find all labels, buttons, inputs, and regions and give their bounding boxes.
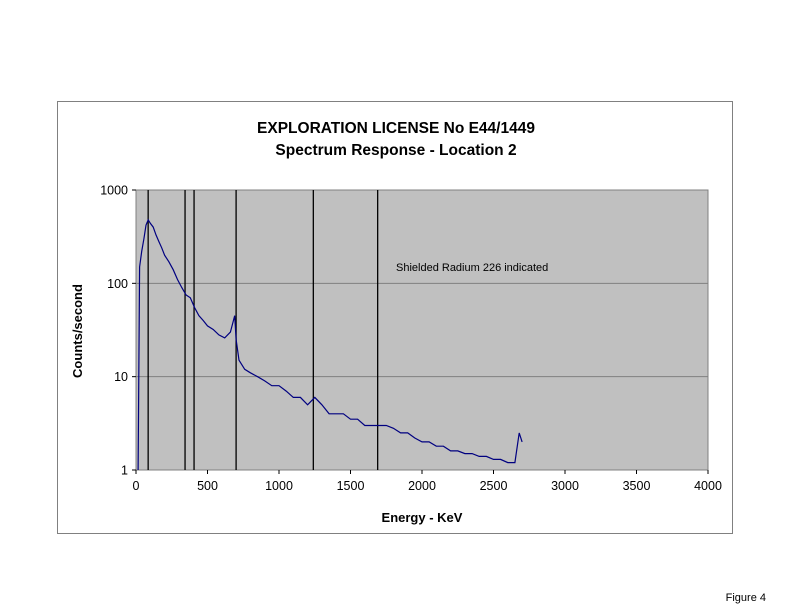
gridlines (136, 282, 708, 378)
x-tick-label: 3500 (623, 479, 651, 493)
y-tick-label: 100 (107, 277, 128, 291)
chart-title: EXPLORATION LICENSE No E44/1449 (257, 120, 535, 137)
chart-subtitle: Spectrum Response - Location 2 (275, 142, 516, 159)
figure-label: Figure 4 (725, 592, 766, 604)
x-tick-label: 2000 (408, 479, 436, 493)
x-tick-label: 3000 (551, 479, 579, 493)
plot-area (135, 189, 709, 471)
x-tick-label: 1500 (337, 479, 365, 493)
series-line (137, 218, 523, 471)
series-group (137, 218, 523, 471)
x-tick-label: 2500 (480, 479, 508, 493)
y-tick-label: 1 (121, 464, 128, 478)
x-axis-ticks: 0 500 1000 1500 2000 2500 3000 3500 4000 (133, 470, 722, 493)
y-tick-label: 10 (114, 370, 128, 384)
y-axis-ticks: 1 10 100 1000 (100, 184, 136, 478)
y-axis-label: Counts/second (70, 284, 85, 378)
x-tick-label: 1000 (265, 479, 293, 493)
chart-annotation: Shielded Radium 226 indicated (396, 262, 548, 274)
y-tick-label: 1000 (100, 184, 128, 198)
chart-frame: EXPLORATION LICENSE No E44/1449 Spectrum… (57, 101, 733, 534)
x-tick-label: 0 (133, 479, 140, 493)
x-tick-label: 4000 (694, 479, 722, 493)
chart-svg: EXPLORATION LICENSE No E44/1449 Spectrum… (70, 120, 722, 525)
x-tick-label: 500 (197, 479, 218, 493)
x-axis-label: Energy - KeV (382, 510, 463, 525)
